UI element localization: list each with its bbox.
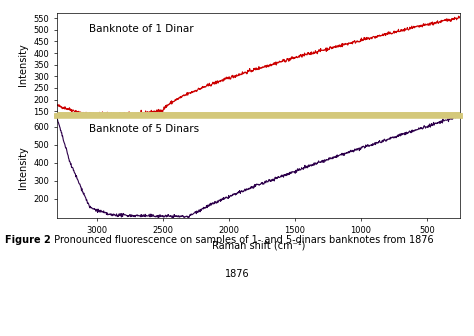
Y-axis label: Intensity: Intensity [18,43,28,86]
Text: Pronounced fluorescence on samples of 1- and 5-dinars banknotes from 1876: Pronounced fluorescence on samples of 1-… [51,235,434,245]
Text: 1876: 1876 [225,269,249,279]
X-axis label: Raman shift (cm⁻¹): Raman shift (cm⁻¹) [212,241,305,251]
Text: Banknote of 1 Dinar: Banknote of 1 Dinar [89,24,194,34]
Y-axis label: Intensity: Intensity [18,146,28,188]
Text: Figure 2: Figure 2 [5,235,51,245]
Text: Banknote of 5 Dinars: Banknote of 5 Dinars [89,124,199,134]
